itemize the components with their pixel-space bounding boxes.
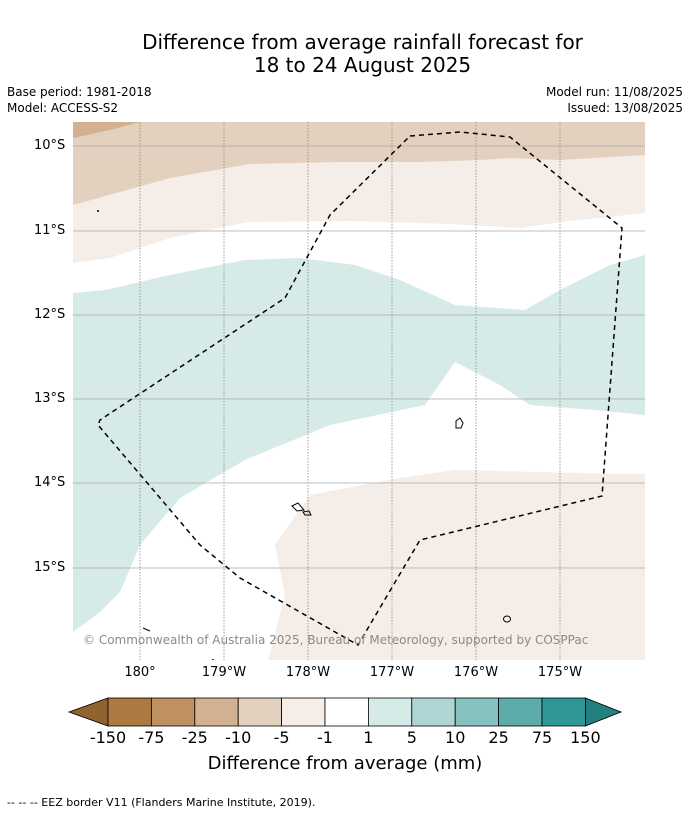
zone-tan (73, 122, 645, 205)
colorbar-segment (541, 697, 586, 727)
title-line-2: 18 to 24 August 2025 (253, 53, 472, 77)
colorbar-tick: 1 (363, 728, 374, 747)
eez-legend-note: -- -- -- EEZ border V11 (Flanders Marine… (7, 796, 316, 809)
lat-label: 10°S (34, 138, 66, 153)
colorbar-tick: -75 (138, 728, 165, 747)
meta-left: Base period: 1981-2018 Model: ACCESS-S2 (7, 84, 152, 116)
copyright-text: © Commonwealth of Australia 2025, Bureau… (83, 633, 589, 647)
colorbar-tick: 25 (488, 728, 509, 747)
lon-label: 179°W (201, 665, 247, 680)
lat-label: 14°S (34, 475, 66, 490)
base-period-text: Base period: 1981-2018 (7, 85, 152, 99)
colorbar-segment (237, 697, 282, 727)
colorbar-tick: -5 (273, 728, 290, 747)
colorbar-over-arrow (585, 697, 623, 727)
lat-label: 12°S (34, 307, 66, 322)
colorbar-segment (107, 697, 152, 727)
island-west-small (302, 510, 312, 516)
islands (142, 417, 511, 632)
island-east (455, 417, 464, 429)
lon-label: 175°W (537, 665, 583, 680)
lon-label: 180° (124, 665, 156, 680)
colorbar-segment (324, 697, 369, 727)
lon-label: 176°W (453, 665, 499, 680)
model-text: Model: ACCESS-S2 (7, 101, 119, 115)
latitude-gridlines (73, 145, 645, 569)
colorbar-segment (454, 697, 500, 727)
map-title: Difference from average rainfall forecas… (0, 31, 690, 77)
zone-light-teal (73, 255, 645, 632)
colorbar-segment (498, 697, 543, 727)
issued-text: Issued: 13/08/2025 (567, 101, 683, 115)
colorbar-segment (150, 697, 196, 727)
colorbar-tick: -150 (89, 728, 127, 747)
colorbar-tick: 10 (445, 728, 466, 747)
lon-label: 177°W (369, 665, 415, 680)
longitude-gridlines (139, 122, 561, 660)
colorbar-segment (194, 697, 239, 727)
colorbar-label: Difference from average (mm) (207, 753, 483, 774)
colorbar (67, 697, 623, 727)
colorbar-under-arrow (67, 697, 109, 727)
zone-light-tan-south (268, 470, 645, 660)
colorbar-tick: -10 (225, 728, 252, 747)
lat-label: 13°S (34, 391, 66, 406)
colorbar-tick: 75 (531, 728, 553, 747)
lon-label: 178°W (285, 665, 331, 680)
colorbar-segment (281, 697, 326, 727)
colorbar-tick: -25 (181, 728, 208, 747)
lat-label: 15°S (34, 560, 66, 575)
island-far-southwest (142, 627, 151, 632)
island-dot-south (212, 659, 214, 660)
island-south (503, 615, 511, 623)
colorbar-tick: -1 (317, 728, 333, 747)
island-west (291, 502, 305, 512)
title-line-1: Difference from average rainfall forecas… (142, 30, 583, 54)
colorbar-tick: 150 (570, 728, 601, 747)
zone-mid-tan (73, 122, 140, 138)
colorbar-segment (367, 697, 413, 727)
lat-label: 11°S (34, 223, 66, 238)
colorbar-tick: 5 (406, 728, 417, 747)
colorbar-segment (411, 697, 456, 727)
model-run-text: Model run: 11/08/2025 (545, 85, 683, 99)
meta-right: Model run: 11/08/2025 Issued: 13/08/2025 (546, 84, 683, 116)
island-dot (97, 210, 99, 212)
